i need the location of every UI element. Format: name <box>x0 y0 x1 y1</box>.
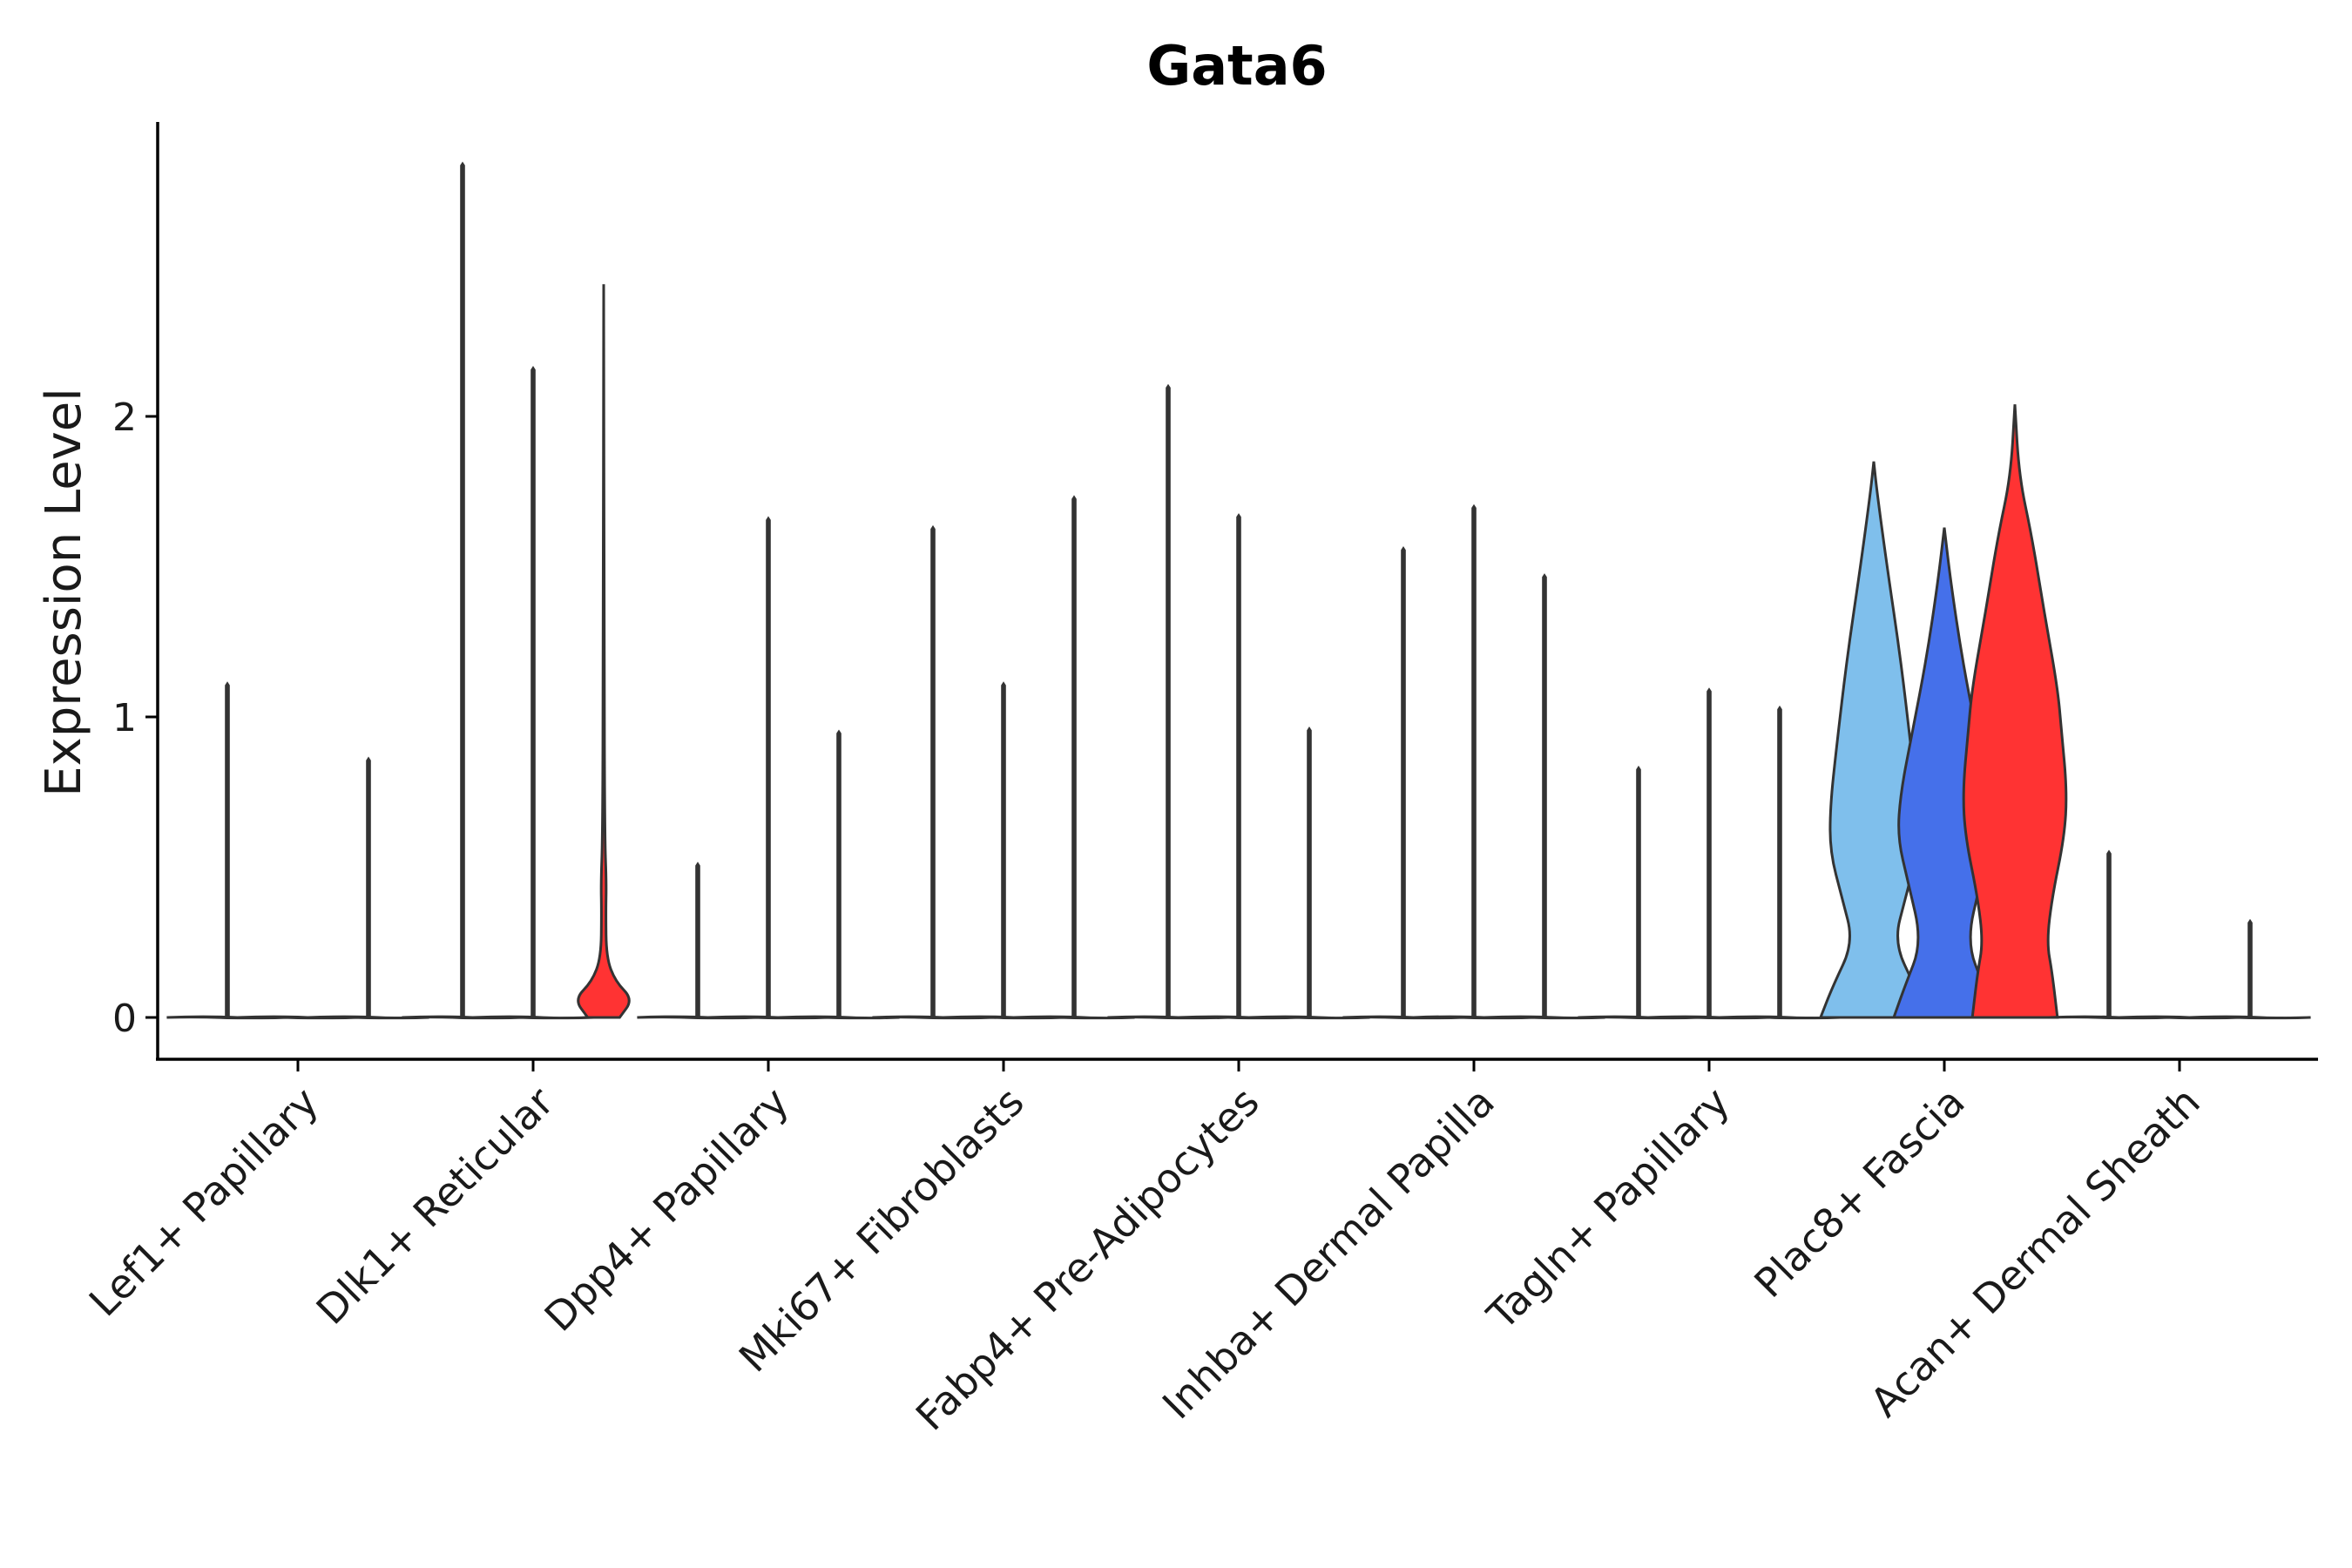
violin-spike <box>1542 573 1547 1018</box>
violin-spike <box>2247 918 2253 1018</box>
y-ticks-group: 0 1 2 <box>112 395 158 1041</box>
violin <box>577 284 631 1019</box>
violin-spike <box>1001 681 1006 1018</box>
y-tick-label: 1 <box>112 696 137 740</box>
violin-spike <box>460 161 465 1018</box>
x-tick-label: Tagln+ Papillary <box>1477 1078 1739 1340</box>
violin-spike <box>1401 546 1406 1018</box>
x-tick-label: Dpp4+ Papillary <box>536 1078 798 1341</box>
y-tick-label: 0 <box>112 997 137 1041</box>
violin-spike <box>1307 727 1312 1018</box>
x-tick-label: Lef1+ Papillary <box>80 1078 328 1326</box>
violin-spike <box>695 862 700 1018</box>
violin-spike <box>225 681 230 1018</box>
violin-spike <box>1236 513 1241 1018</box>
violin-spike <box>836 729 841 1018</box>
violin-spike <box>2106 849 2112 1018</box>
x-tick-label: Dlk1+ Reticular <box>308 1078 563 1334</box>
y-tick-label: 2 <box>112 395 137 440</box>
violin-spike <box>1636 765 1641 1018</box>
violin-spike <box>1471 504 1477 1018</box>
violin-spike <box>531 366 536 1018</box>
y-axis-label: Expression Level <box>36 388 92 797</box>
violin <box>1962 404 2068 1019</box>
violins-group <box>166 161 2311 1020</box>
violin-spike <box>1777 705 1782 1018</box>
violin-spike <box>1166 383 1171 1018</box>
violin-spike <box>1071 495 1077 1018</box>
violin-spike <box>930 524 936 1018</box>
violin-spike <box>1707 687 1712 1018</box>
chart-title: Gata6 <box>1146 34 1327 98</box>
x-tick-label: Plac8+ Fascia <box>1745 1078 1973 1307</box>
violin-spike <box>366 756 371 1018</box>
violin-spike <box>766 516 771 1018</box>
